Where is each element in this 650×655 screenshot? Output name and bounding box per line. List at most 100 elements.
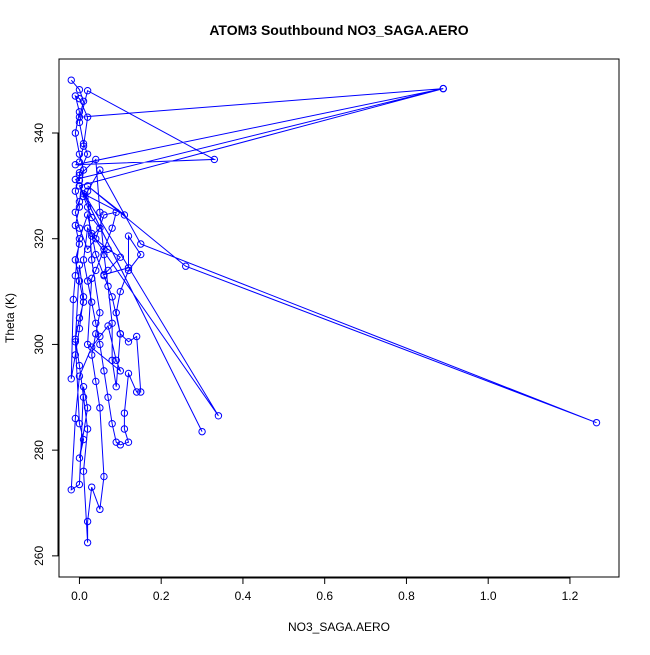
data-point <box>124 438 133 446</box>
data-point <box>96 309 104 317</box>
data-point <box>88 229 96 238</box>
y-axis-label: Theta (K) <box>3 293 17 343</box>
data-point <box>104 282 112 290</box>
data-point <box>108 420 116 428</box>
data-point <box>120 425 129 433</box>
data-point <box>96 332 104 341</box>
data-point <box>92 250 100 259</box>
data-point <box>75 261 84 269</box>
x-tick-label: 0.2 <box>153 589 170 603</box>
data-point <box>124 264 133 272</box>
data-point <box>71 187 80 195</box>
data-point <box>88 298 96 306</box>
data-point <box>83 187 92 195</box>
y-tick-label: 340 <box>32 123 46 143</box>
data-point <box>112 208 120 216</box>
series-layer <box>67 76 601 547</box>
data-point <box>108 224 116 232</box>
x-tick-label: 0.4 <box>235 589 252 603</box>
data-point <box>75 454 84 462</box>
data-point <box>96 224 104 232</box>
data-point <box>79 166 88 174</box>
plot-area-border <box>58 58 620 578</box>
x-tick-label: 0.0 <box>71 589 88 603</box>
data-point <box>75 235 84 243</box>
data-point <box>75 171 84 179</box>
data-point <box>75 158 84 166</box>
data-point <box>124 338 133 346</box>
data-point <box>112 438 120 446</box>
data-point <box>83 150 92 158</box>
data-point <box>592 418 601 427</box>
data-point <box>96 404 104 412</box>
data-point <box>79 435 88 444</box>
data-point <box>75 94 84 103</box>
data-point <box>120 211 129 219</box>
x-tick-label: 1.2 <box>562 589 579 603</box>
data-point <box>83 182 92 190</box>
data-point <box>100 472 108 481</box>
data-point <box>100 211 108 219</box>
data-point <box>137 240 145 248</box>
data-point <box>83 224 92 232</box>
data-point <box>83 538 92 547</box>
data-point <box>120 409 129 417</box>
data-point <box>112 356 120 364</box>
data-point <box>75 176 84 185</box>
data-point <box>92 235 100 243</box>
series-line <box>70 79 597 543</box>
data-point <box>71 414 80 423</box>
data-point <box>83 245 92 253</box>
y-tick-label: 320 <box>32 228 46 248</box>
data-point <box>75 372 84 380</box>
data-point <box>88 483 96 491</box>
data-point <box>92 155 100 164</box>
data-point <box>439 84 447 93</box>
data-point <box>79 142 88 150</box>
data-point <box>75 324 84 333</box>
data-point <box>71 256 80 264</box>
chart-title: ATOM3 Southbound NO3_SAGA.AERO <box>209 22 468 38</box>
data-point <box>210 155 219 164</box>
data-point <box>75 118 84 127</box>
data-point <box>69 295 78 304</box>
data-point <box>71 272 80 280</box>
data-point <box>92 266 100 275</box>
data-point <box>112 383 120 391</box>
data-point <box>104 393 112 401</box>
data-point <box>71 129 80 137</box>
data-point <box>100 250 108 259</box>
data-point <box>100 272 108 280</box>
data-point <box>116 367 125 375</box>
data-point <box>79 298 88 306</box>
data-point <box>83 113 92 121</box>
data-point <box>132 388 141 396</box>
data-point <box>92 319 100 327</box>
data-point <box>79 383 88 391</box>
data-point <box>116 253 125 261</box>
data-point <box>96 505 104 514</box>
data-point <box>108 293 116 301</box>
data-point <box>88 274 96 283</box>
data-point <box>75 203 84 211</box>
data-point <box>83 87 92 95</box>
data-point <box>75 198 84 206</box>
x-tick-label: 0.8 <box>398 589 415 603</box>
data-point <box>75 314 84 322</box>
data-point <box>83 203 92 211</box>
data-point <box>79 467 88 475</box>
data-point <box>214 412 223 420</box>
data-point <box>137 388 145 396</box>
data-point <box>124 232 133 240</box>
x-axis-label: NO3_SAGA.AERO <box>288 620 390 634</box>
data-point <box>137 250 145 259</box>
data-point <box>100 245 108 253</box>
data-point <box>83 340 92 349</box>
data-point <box>83 425 92 433</box>
y-tick-label: 280 <box>32 440 46 460</box>
y-tick-label: 260 <box>32 546 46 566</box>
x-tick-label: 1.0 <box>480 589 497 603</box>
data-point <box>75 224 84 232</box>
data-point <box>75 480 84 489</box>
data-point <box>104 245 112 253</box>
